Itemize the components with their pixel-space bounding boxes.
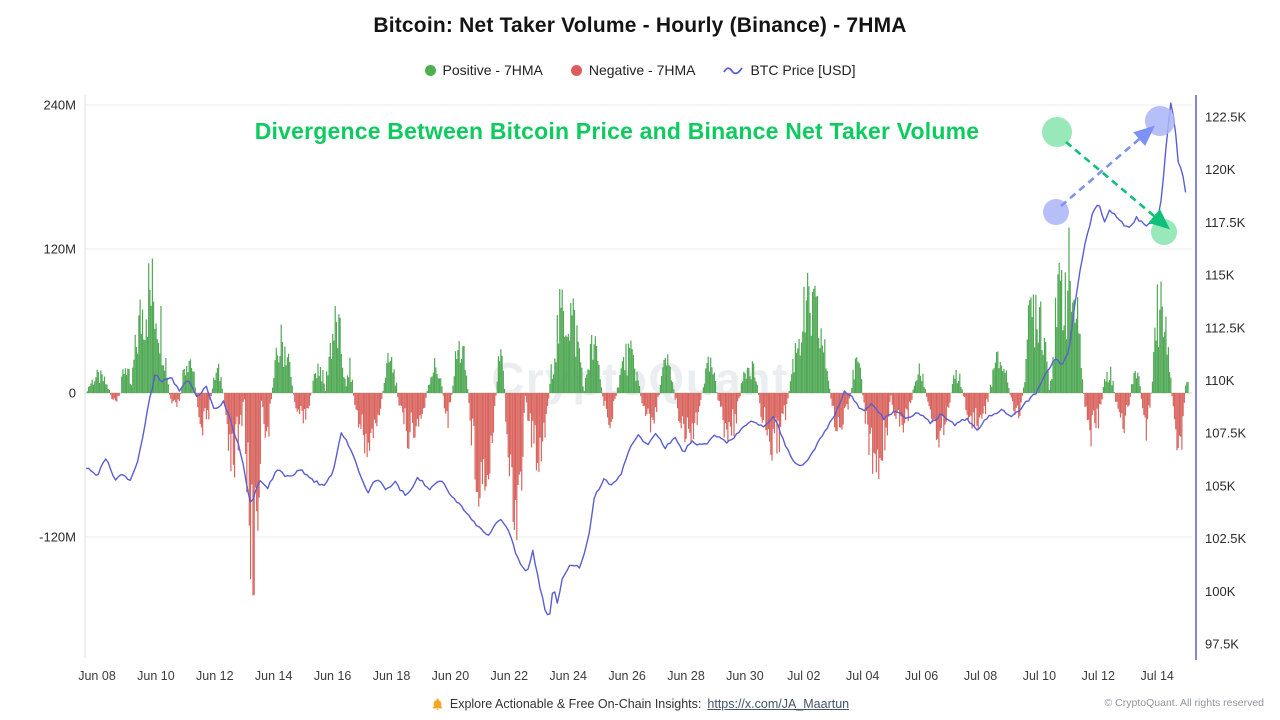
annotation-overlay	[1042, 106, 1177, 245]
btc-price-line	[86, 102, 1187, 616]
x-axis-tick: Jun 28	[667, 669, 705, 683]
footer-message: Explore Actionable & Free On-Chain Insig…	[449, 697, 702, 711]
x-axis-tick: Jun 14	[255, 669, 293, 683]
right-axis-tick: 112.5K	[1205, 320, 1246, 335]
volume-high-1-circle	[1042, 117, 1072, 147]
left-axis-tick: 120M	[43, 242, 76, 257]
x-axis-tick: Jun 20	[432, 669, 470, 683]
right-axis-tick: 115K	[1205, 268, 1235, 283]
footer-banner: Explore Actionable & Free On-Chain Insig…	[0, 697, 1280, 711]
x-axis-tick: Jul 02	[787, 669, 820, 683]
right-axis-tick: 107.5K	[1205, 426, 1247, 441]
btc-price-legend-icon	[723, 64, 744, 76]
price-higher-high-arrow	[1060, 125, 1155, 207]
left-axis-labels: 240M 120M 0 -120M	[39, 98, 76, 545]
legend-positive-label: Positive - 7HMA	[442, 62, 543, 78]
x-axis-tick: Jun 16	[314, 669, 352, 683]
legend-negative-label: Negative - 7HMA	[588, 62, 696, 78]
x-axis-tick: Jun 24	[549, 669, 587, 683]
footer-link[interactable]: https://x.com/JA_Maartun	[707, 697, 850, 711]
x-axis-tick: Jun 22	[491, 669, 529, 683]
positive-legend-icon	[424, 64, 436, 76]
copyright-notice: © CryptoQuant. All rights reserved	[1104, 697, 1264, 709]
legend-item-negative: Negative - 7HMA	[570, 62, 696, 78]
volume-lower-high-arrow	[1065, 141, 1170, 230]
x-axis-tick: Jul 08	[964, 669, 997, 683]
right-axis-tick: 110K	[1205, 373, 1235, 388]
right-axis-tick: 122.5K	[1205, 110, 1247, 125]
right-axis-tick: 100K	[1205, 584, 1236, 599]
x-axis-tick: Jun 30	[726, 669, 764, 683]
volume-bars	[86, 227, 1189, 596]
x-axis-tick: Jun 18	[373, 669, 411, 683]
x-axis-tick: Jun 08	[78, 669, 116, 683]
x-axis-tick: Jun 10	[137, 669, 175, 683]
bell-icon	[431, 697, 444, 711]
right-axis-tick: 105K	[1205, 478, 1236, 493]
x-axis-tick: Jul 04	[846, 669, 879, 683]
negative-legend-icon	[570, 64, 582, 76]
legend-item-positive: Positive - 7HMA	[424, 62, 543, 78]
x-axis-tick: Jul 12	[1082, 669, 1115, 683]
x-axis-tick: Jul 10	[1023, 669, 1056, 683]
chart-legend: Positive - 7HMA Negative - 7HMA BTC Pric…	[0, 62, 1280, 78]
x-axis-tick: Jun 12	[196, 669, 234, 683]
x-axis-tick: Jun 26	[608, 669, 646, 683]
x-axis-labels: Jun 08 Jun 10 Jun 12 Jun 14 Jun 16 Jun 18 Jun …	[78, 669, 1174, 683]
right-axis-tick: 117.5K	[1205, 215, 1246, 230]
chart-title: Bitcoin: Net Taker Volume - Hourly (Bina…	[373, 14, 907, 37]
x-axis-tick: Jul 14	[1141, 669, 1174, 683]
right-axis-tick: 102.5K	[1205, 531, 1247, 546]
left-axis-tick: -120M	[39, 530, 76, 545]
legend-btc-price-label: BTC Price [USD]	[750, 62, 856, 78]
volume-high-2-circle	[1151, 219, 1177, 245]
right-axis-tick: 120K	[1205, 162, 1236, 177]
left-axis-tick: 0	[69, 386, 76, 401]
x-axis-tick: Jul 06	[905, 669, 938, 683]
left-axis-tick: 240M	[43, 98, 76, 113]
divergence-annotation-text: Divergence Between Bitcoin Price and Bin…	[254, 118, 980, 144]
right-axis-tick: 97.5K	[1205, 637, 1239, 652]
right-axis-labels: 122.5K 120K 117.5K 115K 112.5K 110K 107.5K 105K…	[1205, 110, 1247, 652]
legend-item-btc-price: BTC Price [USD]	[723, 62, 855, 78]
